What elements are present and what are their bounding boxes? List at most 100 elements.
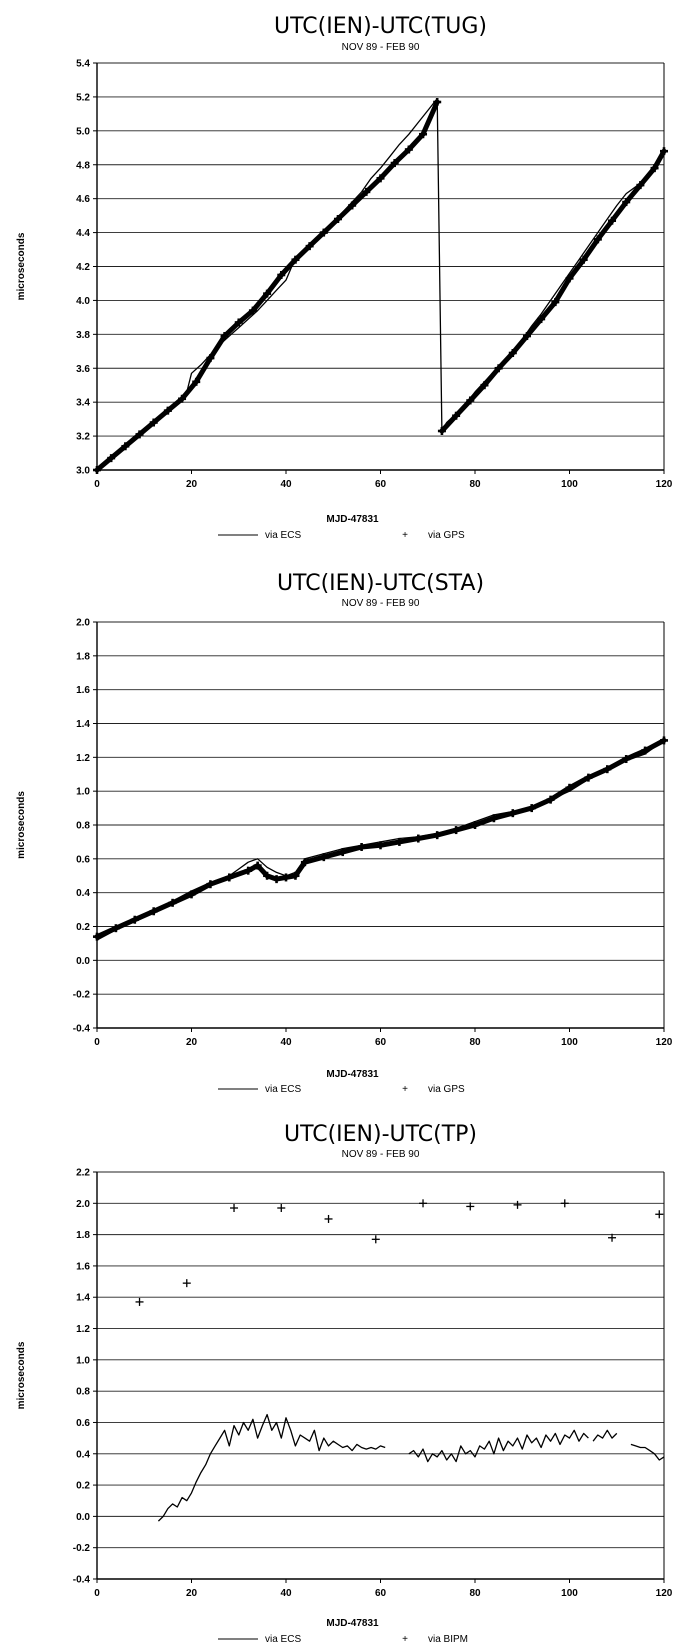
legend: via ECS + via BIPM bbox=[218, 1634, 468, 1645]
data-point bbox=[466, 1202, 475, 1211]
x-tick-label: 40 bbox=[280, 1588, 292, 1599]
legend-label-other: via GPS bbox=[428, 530, 465, 541]
x-tick-label: 0 bbox=[94, 1588, 100, 1599]
x-tick-label: 40 bbox=[280, 1037, 292, 1048]
x-tick-label: 0 bbox=[94, 479, 100, 490]
legend-label-other: via BIPM bbox=[428, 1634, 468, 1645]
x-axis-label: MJD-47831 bbox=[326, 514, 379, 525]
series-trend bbox=[94, 99, 667, 473]
series-via-bipm bbox=[135, 1199, 664, 1306]
x-tick-label: 0 bbox=[94, 1037, 100, 1048]
chart-subtitle: NOV 89 - FEB 90 bbox=[342, 598, 420, 609]
legend: via ECS + via GPS bbox=[218, 530, 465, 541]
x-tick-label: 20 bbox=[186, 1037, 198, 1048]
series-via-ecs bbox=[157, 1413, 665, 1522]
series-line bbox=[96, 739, 665, 941]
y-tick-label: 1.6 bbox=[76, 1261, 90, 1272]
data-point bbox=[560, 1199, 569, 1208]
legend-plus-swatch: + bbox=[402, 1084, 408, 1095]
y-tick-label: 0.2 bbox=[76, 922, 90, 933]
x-tick-label: 60 bbox=[375, 1037, 387, 1048]
y-tick-label: 1.0 bbox=[76, 1355, 90, 1366]
y-tick-label: 4.0 bbox=[76, 296, 90, 307]
series-via-ecs bbox=[96, 97, 665, 471]
legend-label-ecs: via ECS bbox=[265, 530, 301, 541]
x-tick-label: 100 bbox=[561, 1588, 578, 1599]
y-tick-label: 1.8 bbox=[76, 651, 90, 662]
chart-title: UTC(IEN)-UTC(TUG) bbox=[274, 14, 487, 39]
y-tick-label: 0.6 bbox=[76, 854, 90, 865]
data-point bbox=[135, 1297, 144, 1306]
y-tick-label: 1.2 bbox=[76, 1324, 90, 1335]
y-tick-label: 0.0 bbox=[76, 1512, 90, 1523]
y-tick-label: 0.0 bbox=[76, 956, 90, 967]
x-tick-label: 60 bbox=[375, 479, 387, 490]
y-tick-label: -0.2 bbox=[73, 990, 91, 1001]
chart-2: UTC(IEN)-UTC(STA) NOV 89 - FEB 90 -0.4 -0.2… bbox=[16, 571, 673, 1095]
x-tick-label: 20 bbox=[186, 1588, 198, 1599]
chart-1: UTC(IEN)-UTC(TUG) NOV 89 - FEB 90 3.0 3.2 3.… bbox=[16, 14, 673, 541]
x-tick-label: 80 bbox=[469, 1037, 481, 1048]
y-tick-label: 0.4 bbox=[76, 1449, 90, 1460]
x-tick-label: 120 bbox=[656, 479, 673, 490]
y-tick-label: 3.8 bbox=[76, 330, 90, 341]
y-tick-label: -0.2 bbox=[73, 1543, 91, 1554]
y-tick-label: 5.2 bbox=[76, 92, 90, 103]
data-point bbox=[419, 1199, 428, 1208]
x-axis-label: MJD-47831 bbox=[326, 1618, 379, 1629]
y-tick-label: 3.2 bbox=[76, 432, 90, 443]
x-tick-label: 100 bbox=[561, 479, 578, 490]
x-tick-label: 80 bbox=[469, 479, 481, 490]
y-tick-label: 0.8 bbox=[76, 821, 90, 832]
legend-label-other: via GPS bbox=[428, 1084, 465, 1095]
series-line bbox=[157, 1413, 665, 1522]
chart-3: UTC(IEN)-UTC(TP) NOV 89 - FEB 90 -0.4 -0.2 0… bbox=[16, 1122, 673, 1645]
x-tick-label: 120 bbox=[656, 1037, 673, 1048]
y-tick-label: 1.2 bbox=[76, 753, 90, 764]
chart-title: UTC(IEN)-UTC(TP) bbox=[284, 1122, 477, 1147]
legend-plus-swatch: + bbox=[402, 530, 408, 541]
x-axis-label: MJD-47831 bbox=[326, 1069, 379, 1080]
series-trend bbox=[94, 737, 667, 940]
legend-label-ecs: via ECS bbox=[265, 1084, 301, 1095]
y-tick-label: 5.4 bbox=[76, 59, 90, 70]
legend-label-ecs: via ECS bbox=[265, 1634, 301, 1645]
y-tick-label: 1.0 bbox=[76, 787, 90, 798]
data-point bbox=[324, 1214, 333, 1223]
data-point bbox=[230, 1204, 239, 1213]
data-point bbox=[513, 1200, 522, 1209]
y-tick-label: 3.4 bbox=[76, 398, 90, 409]
y-tick-label: 1.6 bbox=[76, 685, 90, 696]
y-tick-label: 2.2 bbox=[76, 1168, 90, 1179]
y-tick-label: 3.6 bbox=[76, 364, 90, 375]
y-tick-label: 1.4 bbox=[76, 1293, 90, 1304]
legend: via ECS + via GPS bbox=[218, 1084, 465, 1095]
y-tick-label: 4.4 bbox=[76, 228, 90, 239]
y-tick-label: 4.2 bbox=[76, 262, 90, 273]
y-axis-label: microseconds bbox=[16, 791, 27, 859]
y-tick-label: 0.4 bbox=[76, 888, 90, 899]
data-point bbox=[371, 1235, 380, 1244]
y-tick-label: 1.8 bbox=[76, 1230, 90, 1241]
x-tick-label: 120 bbox=[656, 1588, 673, 1599]
legend-plus-swatch: + bbox=[402, 1634, 408, 1645]
x-tick-label: 40 bbox=[280, 479, 292, 490]
x-tick-label: 60 bbox=[375, 1588, 387, 1599]
y-tick-label: 4.8 bbox=[76, 160, 90, 171]
series-via-gps bbox=[93, 98, 668, 474]
data-point bbox=[182, 1279, 191, 1288]
y-axis-label: microseconds bbox=[16, 232, 27, 300]
y-tick-label: 2.0 bbox=[76, 1199, 90, 1210]
data-point bbox=[277, 1204, 286, 1213]
y-tick-label: 0.2 bbox=[76, 1481, 90, 1492]
y-tick-label: 1.4 bbox=[76, 719, 90, 730]
chart-subtitle: NOV 89 - FEB 90 bbox=[342, 1149, 420, 1160]
x-tick-label: 20 bbox=[186, 479, 198, 490]
y-tick-label: -0.4 bbox=[73, 1024, 91, 1035]
y-tick-label: 4.6 bbox=[76, 194, 90, 205]
y-tick-label: -0.4 bbox=[73, 1575, 91, 1586]
x-tick-label: 80 bbox=[469, 1588, 481, 1599]
series-line bbox=[96, 97, 665, 471]
series-via-ecs bbox=[96, 739, 665, 941]
chart-title: UTC(IEN)-UTC(STA) bbox=[277, 571, 484, 596]
